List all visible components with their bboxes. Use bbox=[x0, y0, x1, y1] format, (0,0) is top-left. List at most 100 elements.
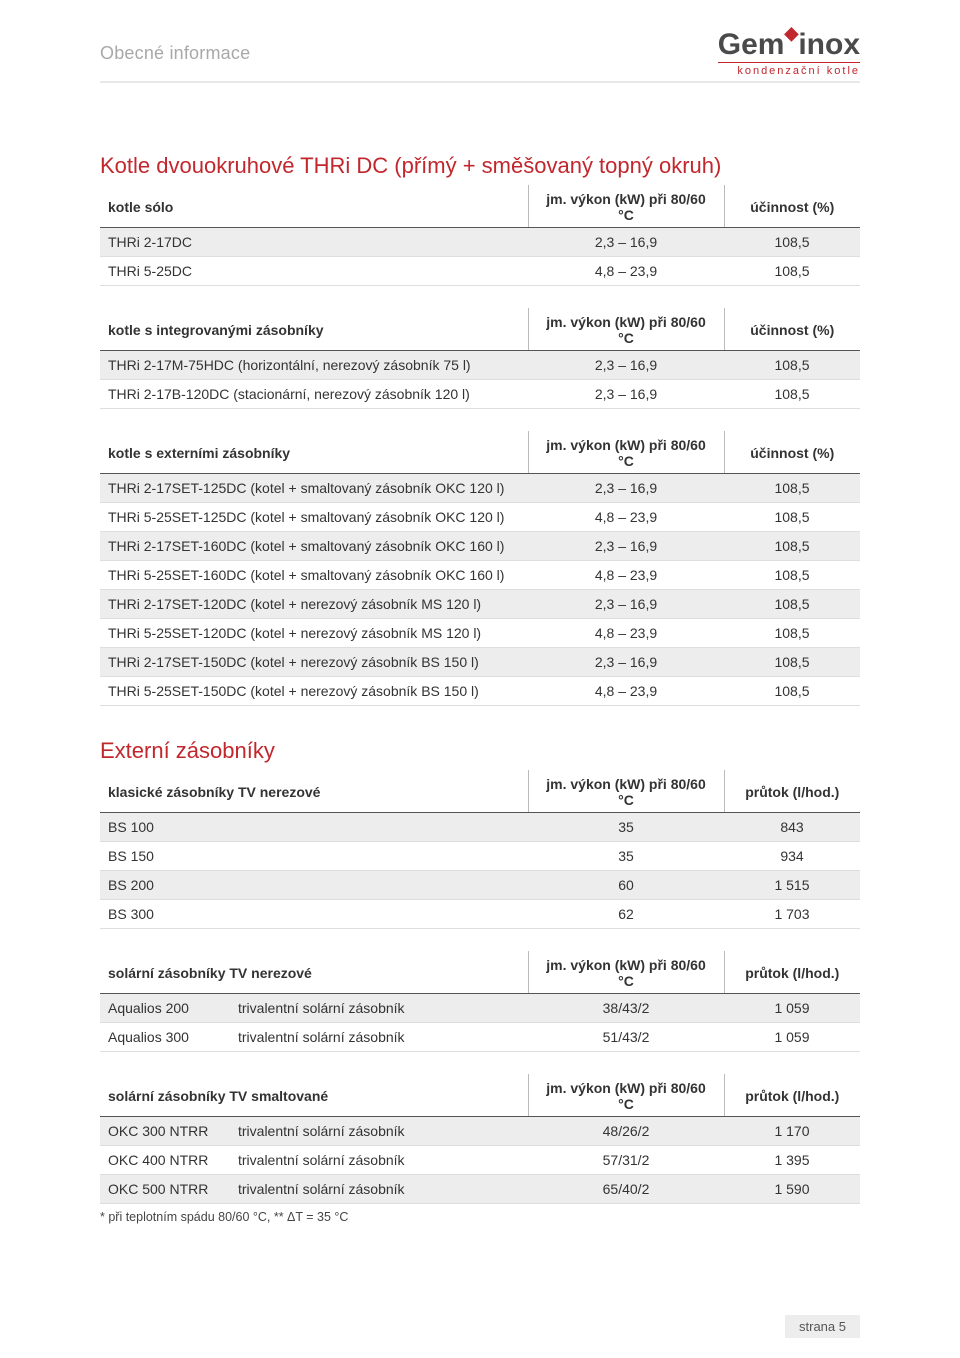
brand-name: Gem◆inox bbox=[718, 30, 860, 60]
table-solarni-smalt: solární zásobníky TV smaltované jm. výko… bbox=[100, 1074, 860, 1204]
table-row: THRi 2-17SET-150DC (kotel + nerezový zás… bbox=[100, 648, 860, 677]
cell-sub: trivalentní solární zásobník bbox=[238, 1000, 405, 1016]
cell-name: OKC 500 NTRR bbox=[108, 1181, 238, 1197]
cell-right: 108,5 bbox=[724, 257, 860, 286]
table-row: THRi 2-17B-120DC (stacionární, nerezový … bbox=[100, 380, 860, 409]
cell-label: THRi 5-25DC bbox=[100, 257, 528, 286]
cell-label: THRi 2-17SET-125DC (kotel + smaltovaný z… bbox=[100, 474, 528, 503]
header-title: Obecné informace bbox=[100, 43, 250, 64]
cell-right: 1 170 bbox=[724, 1117, 860, 1146]
cell-right: 1 703 bbox=[724, 900, 860, 929]
section-title: Kotle dvouokruhové THRi DC (přímý + směš… bbox=[100, 153, 860, 179]
cell-right: 1 395 bbox=[724, 1146, 860, 1175]
cell-label: BS 150 bbox=[100, 842, 528, 871]
brand-tag: kondenzační kotle bbox=[718, 62, 860, 77]
cell-right: 108,5 bbox=[724, 532, 860, 561]
col-label: kotle sólo bbox=[100, 185, 528, 228]
cell-name: OKC 400 NTRR bbox=[108, 1152, 238, 1168]
table-row: Aqualios 300trivalentní solární zásobník… bbox=[100, 1023, 860, 1052]
cell-right: 934 bbox=[724, 842, 860, 871]
table-row: OKC 500 NTRRtrivalentní solární zásobník… bbox=[100, 1175, 860, 1204]
cell-right: 108,5 bbox=[724, 619, 860, 648]
cell-name: Aqualios 300 bbox=[108, 1029, 238, 1045]
cell-label: THRi 5-25SET-160DC (kotel + smaltovaný z… bbox=[100, 561, 528, 590]
table-row: THRi 2-17M-75HDC (horizontální, nerezový… bbox=[100, 351, 860, 380]
cell-label: BS 200 bbox=[100, 871, 528, 900]
table-externi: kotle s externími zásobníky jm. výkon (k… bbox=[100, 431, 860, 706]
col-label: kotle s integrovanými zásobníky bbox=[100, 308, 528, 351]
table-row: THRi 5-25DC 4,8 – 23,9 108,5 bbox=[100, 257, 860, 286]
cell-mid: 62 bbox=[528, 900, 724, 929]
cell-right: 108,5 bbox=[724, 474, 860, 503]
cell-right: 843 bbox=[724, 813, 860, 842]
cell-label: BS 300 bbox=[100, 900, 528, 929]
footnote: * při teplotním spádu 80/60 °C, ** ΔT = … bbox=[100, 1210, 860, 1224]
cell-mid: 51/43/2 bbox=[528, 1023, 724, 1052]
cell-name: Aqualios 200 bbox=[108, 1000, 238, 1016]
cell-sub: trivalentní solární zásobník bbox=[238, 1152, 405, 1168]
col-right: účinnost (%) bbox=[724, 185, 860, 228]
cell-label: Aqualios 200trivalentní solární zásobník bbox=[100, 994, 528, 1023]
table-row: Aqualios 200trivalentní solární zásobník… bbox=[100, 994, 860, 1023]
cell-right: 108,5 bbox=[724, 677, 860, 706]
cell-mid: 2,3 – 16,9 bbox=[528, 648, 724, 677]
cell-label: THRi 2-17SET-120DC (kotel + nerezový zás… bbox=[100, 590, 528, 619]
table-row: BS 200 60 1 515 bbox=[100, 871, 860, 900]
col-label: klasické zásobníky TV nerezové bbox=[100, 770, 528, 813]
col-right: průtok (l/hod.) bbox=[724, 951, 860, 994]
cell-mid: 60 bbox=[528, 871, 724, 900]
col-mid: jm. výkon (kW) při 80/60 °C bbox=[528, 431, 724, 474]
col-right: průtok (l/hod.) bbox=[724, 770, 860, 813]
cell-mid: 4,8 – 23,9 bbox=[528, 619, 724, 648]
cell-right: 108,5 bbox=[724, 590, 860, 619]
section-title: Externí zásobníky bbox=[100, 738, 860, 764]
cell-label: OKC 500 NTRRtrivalentní solární zásobník bbox=[100, 1175, 528, 1204]
table-row: THRi 2-17DC 2,3 – 16,9 108,5 bbox=[100, 228, 860, 257]
table-solarni-nerez: solární zásobníky TV nerezové jm. výkon … bbox=[100, 951, 860, 1052]
cell-mid: 35 bbox=[528, 842, 724, 871]
cell-label: Aqualios 300trivalentní solární zásobník bbox=[100, 1023, 528, 1052]
cell-label: THRi 2-17DC bbox=[100, 228, 528, 257]
col-mid: jm. výkon (kW) při 80/60 °C bbox=[528, 951, 724, 994]
cell-sub: trivalentní solární zásobník bbox=[238, 1029, 405, 1045]
table-klasicke: klasické zásobníky TV nerezové jm. výkon… bbox=[100, 770, 860, 929]
page-footer: strana 5 bbox=[100, 1315, 860, 1338]
col-label: kotle s externími zásobníky bbox=[100, 431, 528, 474]
page-number: strana 5 bbox=[785, 1315, 860, 1338]
col-right: průtok (l/hod.) bbox=[724, 1074, 860, 1117]
brand-part1: Gem bbox=[718, 28, 785, 61]
col-mid: jm. výkon (kW) při 80/60 °C bbox=[528, 185, 724, 228]
cell-right: 1 059 bbox=[724, 1023, 860, 1052]
table-row: THRi 2-17SET-125DC (kotel + smaltovaný z… bbox=[100, 474, 860, 503]
cell-mid: 2,3 – 16,9 bbox=[528, 351, 724, 380]
cell-label: THRi 5-25SET-120DC (kotel + nerezový zás… bbox=[100, 619, 528, 648]
cell-label: OKC 400 NTRRtrivalentní solární zásobník bbox=[100, 1146, 528, 1175]
cell-label: THRi 5-25SET-150DC (kotel + nerezový zás… bbox=[100, 677, 528, 706]
cell-mid: 48/26/2 bbox=[528, 1117, 724, 1146]
cell-label: THRi 5-25SET-125DC (kotel + smaltovaný z… bbox=[100, 503, 528, 532]
cell-right: 1 590 bbox=[724, 1175, 860, 1204]
cell-sub: trivalentní solární zásobník bbox=[238, 1123, 405, 1139]
cell-mid: 2,3 – 16,9 bbox=[528, 474, 724, 503]
cell-label: BS 100 bbox=[100, 813, 528, 842]
col-right: účinnost (%) bbox=[724, 308, 860, 351]
cell-right: 108,5 bbox=[724, 380, 860, 409]
cell-right: 1 515 bbox=[724, 871, 860, 900]
cell-mid: 4,8 – 23,9 bbox=[528, 677, 724, 706]
cell-right: 108,5 bbox=[724, 228, 860, 257]
col-mid: jm. výkon (kW) při 80/60 °C bbox=[528, 308, 724, 351]
cell-mid: 2,3 – 16,9 bbox=[528, 532, 724, 561]
table-row: THRi 5-25SET-125DC (kotel + smaltovaný z… bbox=[100, 503, 860, 532]
cell-right: 1 059 bbox=[724, 994, 860, 1023]
col-mid: jm. výkon (kW) při 80/60 °C bbox=[528, 1074, 724, 1117]
cell-mid: 2,3 – 16,9 bbox=[528, 380, 724, 409]
cell-mid: 4,8 – 23,9 bbox=[528, 503, 724, 532]
cell-mid: 38/43/2 bbox=[528, 994, 724, 1023]
cell-sub: trivalentní solární zásobník bbox=[238, 1181, 405, 1197]
cell-label: THRi 2-17M-75HDC (horizontální, nerezový… bbox=[100, 351, 528, 380]
col-label: solární zásobníky TV nerezové bbox=[100, 951, 528, 994]
cell-mid: 2,3 – 16,9 bbox=[528, 228, 724, 257]
cell-mid: 4,8 – 23,9 bbox=[528, 561, 724, 590]
cell-label: THRi 2-17SET-160DC (kotel + smaltovaný z… bbox=[100, 532, 528, 561]
table-row: THRi 5-25SET-150DC (kotel + nerezový zás… bbox=[100, 677, 860, 706]
